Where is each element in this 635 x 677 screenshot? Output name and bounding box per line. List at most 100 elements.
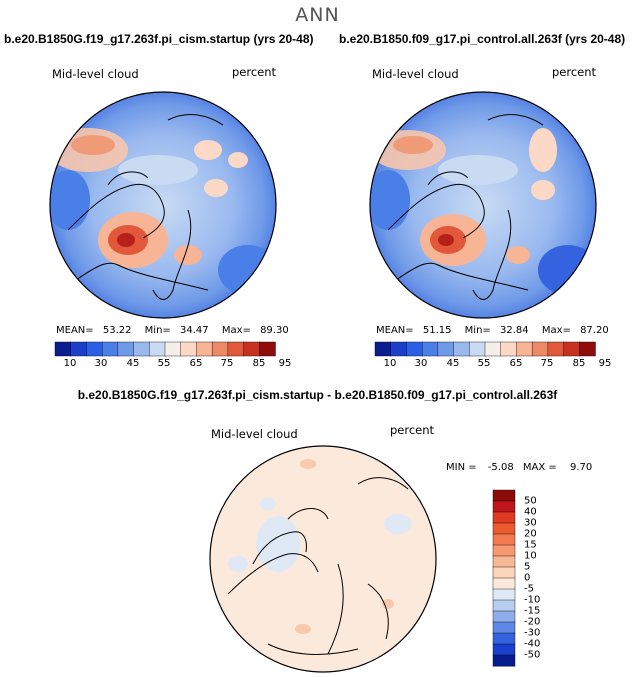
panel-1-map [49,91,277,319]
panel-2-variable: Mid-level cloud [372,67,459,81]
colorbar-cell [492,588,516,601]
colorbar-cell [492,621,516,634]
panel-1-min-label: Min= [144,325,171,336]
diff-tick-14: -50 [524,649,541,661]
panel-1-stats: MEAN= 53.22 Min= 34.47 Max= 89.30 [56,325,289,336]
panel-2-tick-1: 30 [414,358,428,369]
panel-2-colorbar [374,341,596,357]
colorbar-cell [390,341,408,357]
colorbar-cell [484,341,502,357]
colorbar-cell [563,341,580,357]
diff-tick-4: 15 [524,539,537,551]
panel-2-tick-3: 55 [477,358,491,369]
panel-2-mean-label: MEAN= [376,325,414,336]
colorbar-cell [117,341,135,357]
diff-tick-8: -5 [524,583,534,595]
panel-2-tick-2: 45 [446,358,460,369]
diff-title: b.e20.B1850G.f19_g17.263f.pi_cism.startu… [77,388,558,402]
colorbar-cell [86,341,103,357]
panel-1-units: percent [232,65,277,79]
panel-1-max-value: 89.30 [260,325,289,336]
diff-tick-12: -30 [524,627,541,639]
diff-tick-0: 50 [524,495,537,507]
colorbar-cell [492,500,516,513]
panel-1-tick-2: 45 [126,358,140,369]
colorbar-cell [492,632,516,645]
colorbar-cell [492,522,516,535]
colorbar-cell [469,341,486,357]
panel-1-tick-4: 65 [189,358,203,369]
panel-1-variable: Mid-level cloud [52,67,139,81]
colorbar-cell [492,533,516,546]
panel-2-min-value: 32.84 [499,325,529,336]
panel-2-map [369,91,597,319]
colorbar-cell [437,341,455,357]
colorbar-cell [453,341,470,357]
diff-tick-11: -20 [524,616,541,628]
diff-tick-13: -40 [524,638,541,650]
diff-tick-9: -10 [524,594,541,606]
panel-2-case-title: b.e20.B1850.f09_g17.pi_control.all.263f … [339,32,626,46]
diff-units: percent [390,423,435,437]
panel-2-max-label: Max= [541,325,571,336]
panel-1-case-title: b.e20.B1850G.f19_g17.263f.pi_cism.startu… [4,32,314,46]
colorbar-cell [243,341,260,357]
panel-1-tick-7: 95 [278,358,292,369]
diff-tick-3: 20 [524,528,537,540]
panel-2-mean-value: 51.15 [422,325,452,336]
panel-1-tick-3: 55 [157,358,171,369]
panel-1-tick-6: 85 [252,358,266,369]
panel-2-tick-6: 85 [572,358,586,369]
diff-tick-7: 0 [524,572,531,584]
panel-2-max-value: 87.20 [580,325,609,336]
panel-1-colorbar-ticks: 10 30 45 55 65 75 85 95 [55,358,292,372]
diff-map [209,445,437,673]
colorbar-cell [492,577,516,590]
colorbar-cell [374,341,392,357]
panel-1-max-label: Max= [221,325,251,336]
panel-2-tick-7: 95 [598,358,612,369]
diff-tick-10: -15 [524,605,541,617]
colorbar-cell [227,341,245,357]
colorbar-cell [492,654,516,667]
colorbar-cell [492,610,516,623]
colorbar-cell [492,599,516,612]
colorbar-cell [133,341,150,357]
colorbar-cell [547,341,565,357]
diff-max-label: MAX = [522,462,557,473]
colorbar-cell [492,489,516,502]
diff-max-value: 9.70 [569,462,593,473]
diff-tick-1: 40 [524,506,537,518]
colorbar-cell [492,511,516,524]
panel-1-tick-0: 10 [63,358,77,369]
panel-2-min-label: Min= [464,325,491,336]
panel-1-min-value: 34.47 [179,325,209,336]
colorbar-cell [164,341,182,357]
panel-2-tick-4: 65 [509,358,523,369]
colorbar-cell [500,341,518,357]
diff-colorbar [492,489,516,667]
colorbar-cell [406,341,423,357]
figure-title: ANN [295,4,340,26]
colorbar-cell [579,341,596,357]
colorbar-cell [196,341,213,357]
panel-2-units: percent [552,65,597,79]
diff-tick-6: 5 [524,561,531,573]
diff-tick-2: 30 [524,517,537,529]
colorbar-cell [492,643,516,656]
colorbar-cell [492,555,516,568]
colorbar-cell [180,341,198,357]
colorbar-cell [492,544,516,557]
colorbar-cell [421,341,439,357]
diff-min-label: MIN = [446,462,477,473]
panel-1-tick-5: 75 [220,358,234,369]
panel-2-colorbar-ticks: 10 30 45 55 65 75 85 95 [375,358,612,372]
colorbar-cell [492,566,516,579]
colorbar-cell [70,341,88,357]
panel-1-tick-1: 30 [94,358,108,369]
colorbar-cell [531,341,549,357]
panel-2-tick-5: 75 [540,358,554,369]
diff-min-value: -5.08 [487,462,514,473]
panel-2-stats: MEAN= 51.15 Min= 32.84 Max= 87.20 [376,325,609,336]
diff-colorbar-ticks: 50 40 30 20 15 10 5 0 -5 -10 -15 -20 -30… [524,490,564,666]
